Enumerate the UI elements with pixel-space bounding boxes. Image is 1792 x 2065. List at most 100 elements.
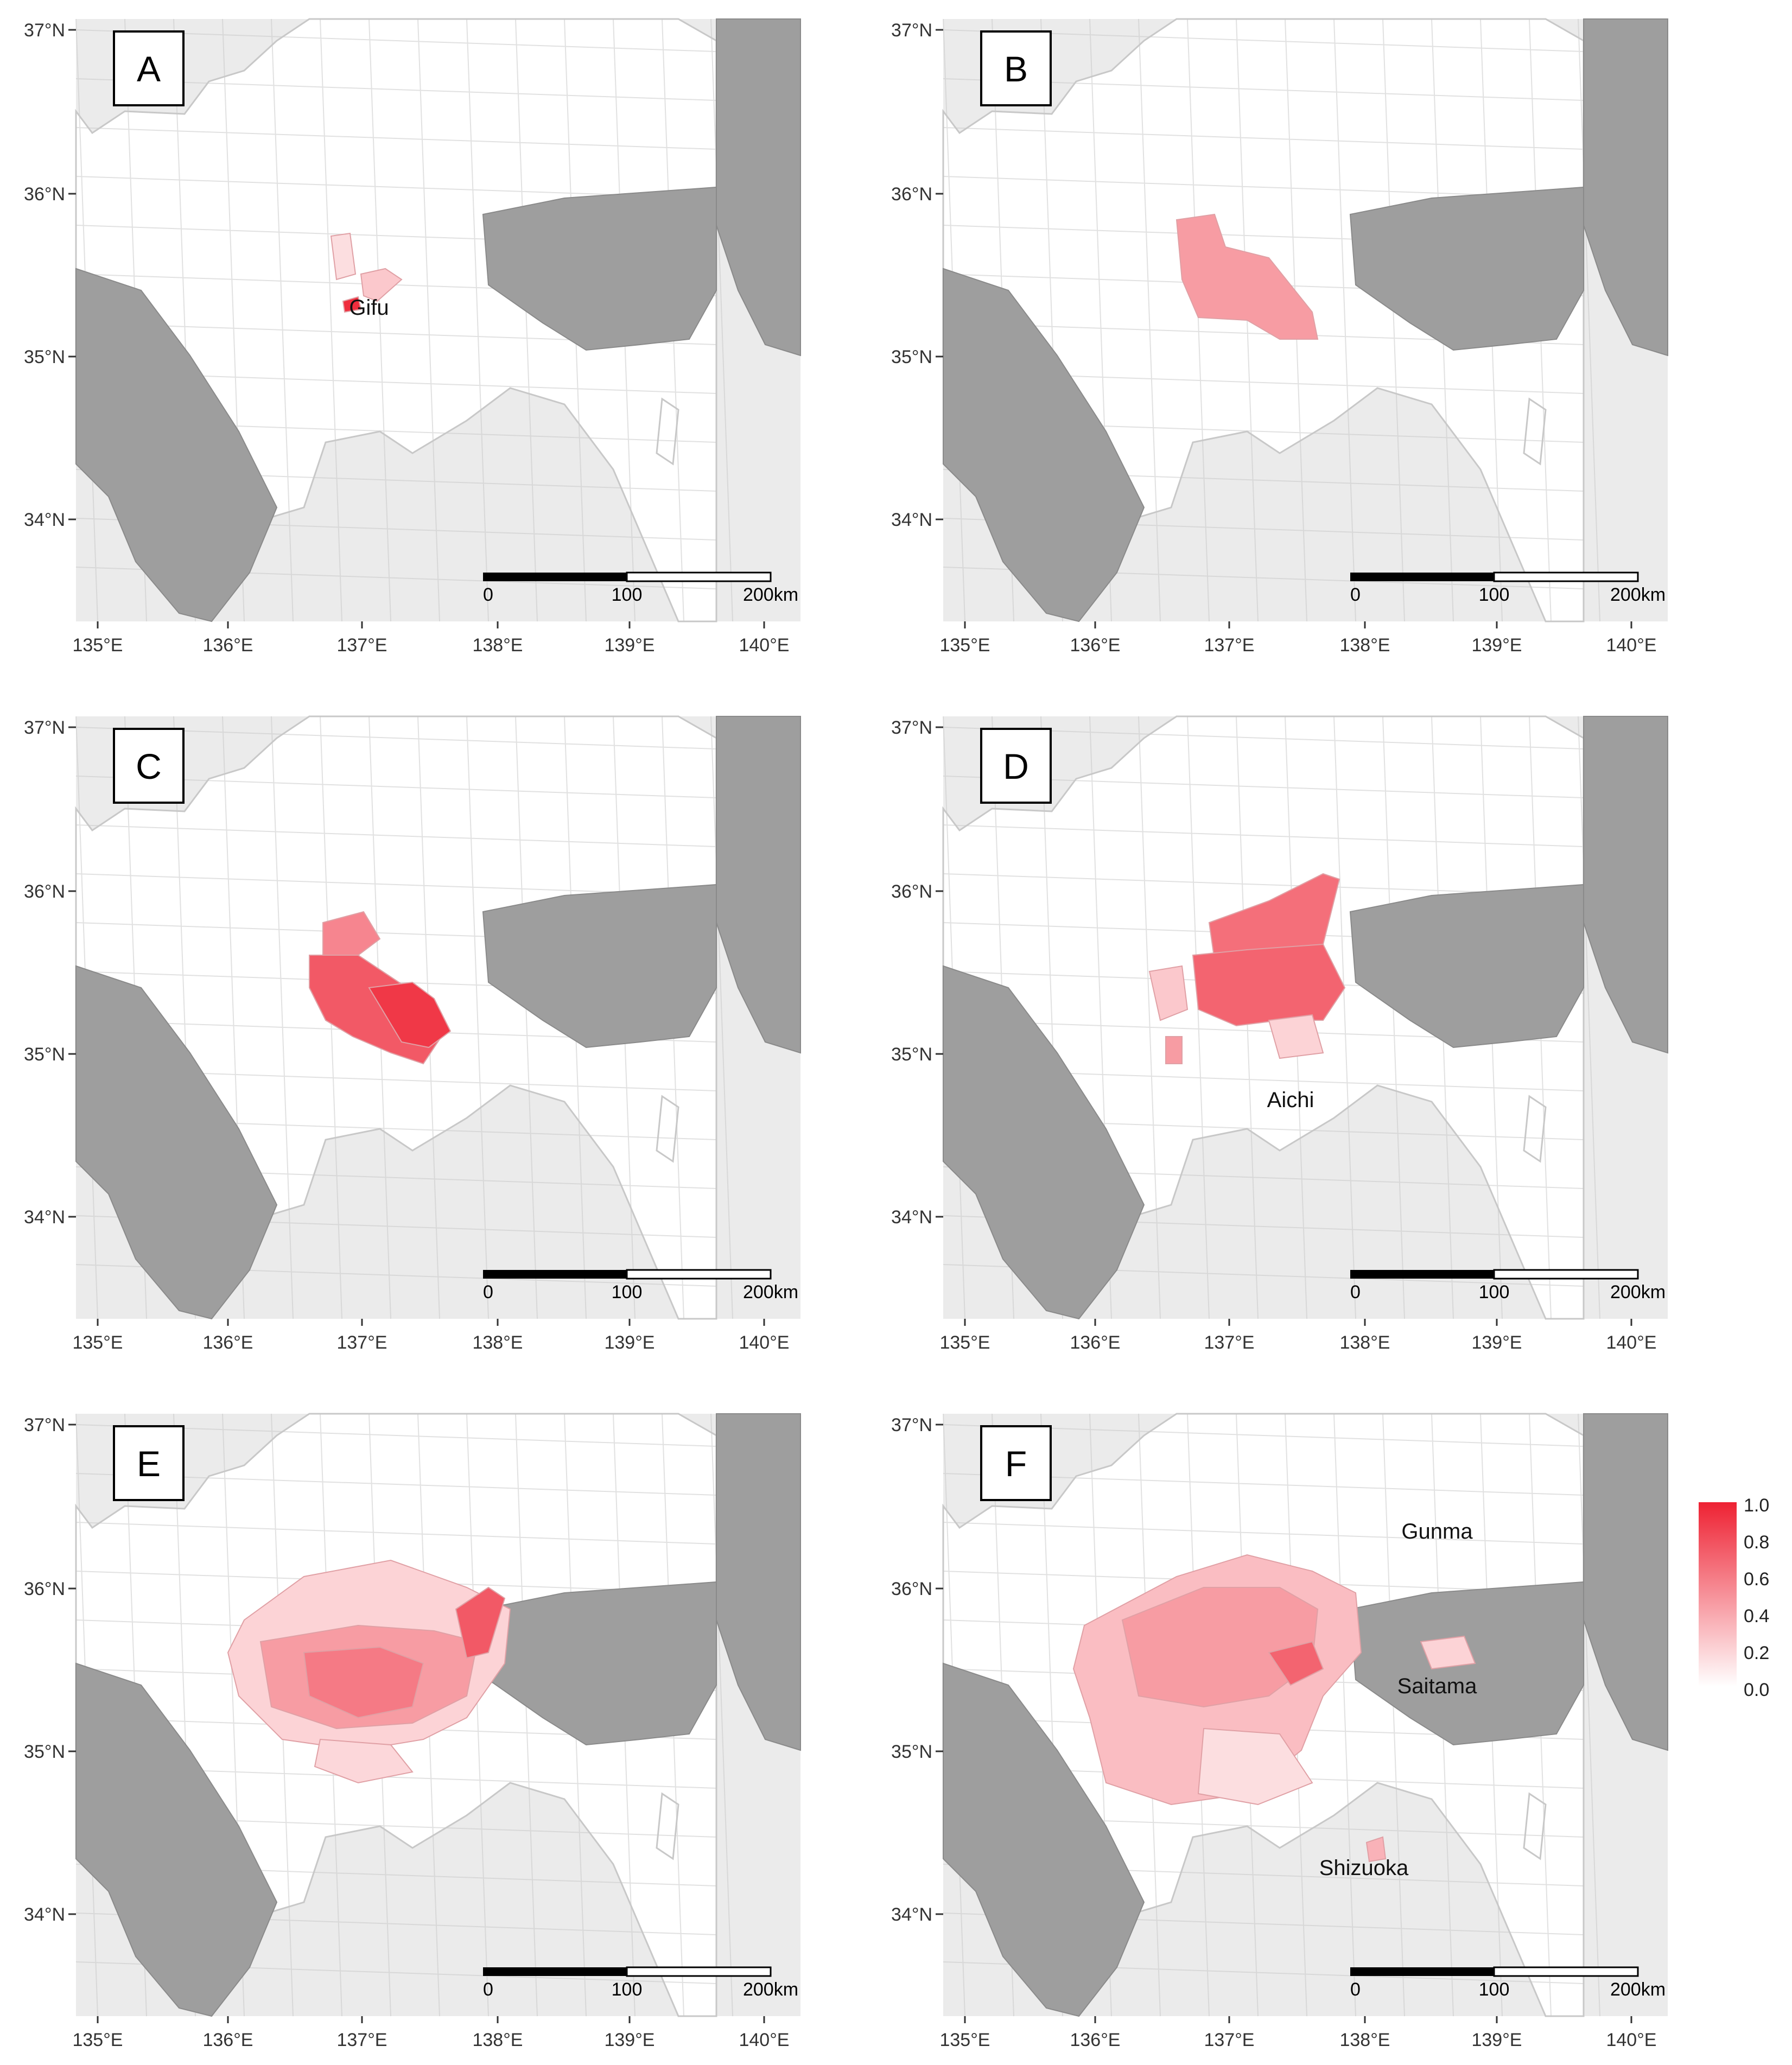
- legend-tick-label: 0.6: [1744, 1569, 1769, 1590]
- x-tick-label: 139°E: [604, 635, 654, 656]
- map-plot-area: C 0 100 200km: [75, 715, 801, 1320]
- scale-bar: 0 100 200km: [1350, 1966, 1666, 2000]
- y-tick-label: 35°N: [24, 1044, 65, 1065]
- panel-letter-box: [980, 1425, 1052, 1501]
- panels-layer: A Gifu 0 100 200km 135°E 136°E 137°E 138°E 139°E 1…: [24, 18, 1668, 2050]
- risk-area-north: [330, 232, 357, 281]
- map-plot-area: F Gunma Saitama Shizuoka 0 100 200km: [942, 1413, 1668, 2017]
- excluded-region: [482, 1581, 717, 1746]
- x-tick-label: 135°E: [939, 1332, 990, 1353]
- x-tick-label: 137°E: [336, 1332, 387, 1353]
- scale-bar-label: 0: [1350, 584, 1361, 605]
- y-tick-label: 34°N: [24, 1207, 65, 1228]
- x-tick-label: 138°E: [1339, 635, 1390, 656]
- panel-letter-box: [113, 728, 185, 804]
- y-tick-label: 36°N: [891, 881, 932, 902]
- y-tick-label: 37°N: [24, 717, 65, 738]
- color-legend: 1.0 0.8 0.6 0.4 0.2 0.0: [1699, 1495, 1769, 1700]
- scale-bar-label: 0: [483, 584, 493, 605]
- y-tick-label: 36°N: [24, 184, 65, 205]
- x-tick-label: 139°E: [1471, 1332, 1522, 1353]
- y-tick-label: 35°N: [891, 1044, 932, 1065]
- y-tick-label: 35°N: [24, 347, 65, 367]
- risk-area-core: [303, 1646, 424, 1719]
- scale-bar-label: 100: [1479, 584, 1510, 605]
- excluded-region: [1583, 18, 1668, 357]
- land-region: [656, 397, 679, 466]
- excluded-region: [75, 268, 278, 622]
- risk-area-west: [1148, 965, 1189, 1021]
- x-tick-label: 136°E: [1070, 2030, 1120, 2050]
- scale-bar-label: 100: [612, 584, 643, 605]
- y-tick-label: 34°N: [891, 1207, 932, 1228]
- risk-area-south: [1197, 1727, 1313, 1806]
- panel-letter: F: [1005, 1444, 1027, 1484]
- excluded-region: [716, 716, 801, 1054]
- legend-tick-label: 0.4: [1744, 1606, 1769, 1626]
- land-region: [1523, 1095, 1547, 1163]
- x-tick-label: 136°E: [1070, 635, 1120, 656]
- panel-letter-box: [113, 1425, 185, 1501]
- risk-area-spot: [1165, 1036, 1183, 1064]
- risk-area-east-patch: [1268, 1641, 1324, 1686]
- map-panel-d: D Aichi 0 100 200km 135°E 136°E 137°E 138°E 139°E…: [891, 715, 1668, 1353]
- y-tick-label: 36°N: [891, 1579, 932, 1599]
- map-panel-a: A Gifu 0 100 200km 135°E 136°E 137°E 138°E 139°E 1…: [24, 18, 801, 656]
- x-tick-label: 135°E: [72, 635, 123, 656]
- scale-bar: 0 100 200km: [483, 1966, 798, 2000]
- x-tick-label: 138°E: [472, 2030, 523, 2050]
- excluded-region: [943, 1662, 1145, 2017]
- panel-letter: A: [137, 49, 161, 89]
- y-tick-label: 35°N: [891, 347, 932, 367]
- panel-letter: E: [137, 1444, 161, 1484]
- x-tick-label: 136°E: [202, 635, 253, 656]
- panel-letter: B: [1004, 49, 1028, 89]
- panel-letter-box: [980, 728, 1052, 804]
- excluded-region: [716, 18, 801, 357]
- scale-bar-label: 200km: [1610, 584, 1666, 605]
- x-tick-label: 136°E: [202, 2030, 253, 2050]
- y-tick-label: 36°N: [24, 1579, 65, 1599]
- scale-bar-label: 0: [483, 1979, 493, 2000]
- scale-bar-label: 100: [1479, 1979, 1510, 2000]
- excluded-region: [482, 186, 717, 351]
- scale-bar-label: 200km: [1610, 1282, 1666, 1302]
- scale-bar-label: 100: [612, 1282, 643, 1302]
- x-tick-label: 135°E: [939, 2030, 990, 2050]
- scale-bar-label: 200km: [743, 1979, 798, 2000]
- excluded-region: [1583, 1413, 1668, 1751]
- place-label: Saitama: [1397, 1674, 1477, 1698]
- excluded-region: [75, 965, 278, 1320]
- x-tick-label: 137°E: [336, 635, 387, 656]
- excluded-region: [75, 1662, 278, 2017]
- risk-area-east-strip: [455, 1586, 506, 1659]
- risk-area-outer: [322, 911, 381, 962]
- scale-bar-label: 0: [1350, 1282, 1361, 1302]
- risk-area-saitama-patch: [1420, 1635, 1476, 1670]
- x-tick-label: 139°E: [1471, 2030, 1522, 2050]
- map-panel-e: E 0 100 200km 135°E 136°E 137°E 138°E 139°E 140°E…: [24, 1413, 801, 2050]
- land-region: [656, 1792, 679, 1860]
- scale-bar: 0 100 200km: [1350, 571, 1666, 605]
- legend-tick-label: 0.0: [1744, 1680, 1769, 1700]
- risk-area-core: [368, 981, 452, 1049]
- excluded-region: [716, 1413, 801, 1751]
- legend-tick-label: 0.2: [1744, 1643, 1769, 1663]
- risk-area-core: [342, 296, 362, 313]
- place-label: Gunma: [1401, 1520, 1473, 1543]
- scale-bar-label: 0: [483, 1282, 493, 1302]
- panel-letter: D: [1003, 746, 1029, 786]
- map-plot-area: B 0 100 200km: [942, 18, 1668, 622]
- scale-bar-label: 200km: [743, 584, 798, 605]
- risk-area-east: [360, 268, 403, 302]
- y-tick-label: 37°N: [24, 1415, 65, 1435]
- map-plot-area: E 0 100 200km: [75, 1413, 801, 2017]
- x-tick-label: 140°E: [1606, 2030, 1656, 2050]
- x-tick-label: 138°E: [472, 635, 523, 656]
- scale-bar-label: 100: [1479, 1282, 1510, 1302]
- scale-bar: 0 100 200km: [483, 1269, 798, 1302]
- excluded-region: [1583, 716, 1668, 1054]
- y-tick-label: 37°N: [891, 717, 932, 738]
- scale-bar-label: 200km: [1610, 1979, 1666, 2000]
